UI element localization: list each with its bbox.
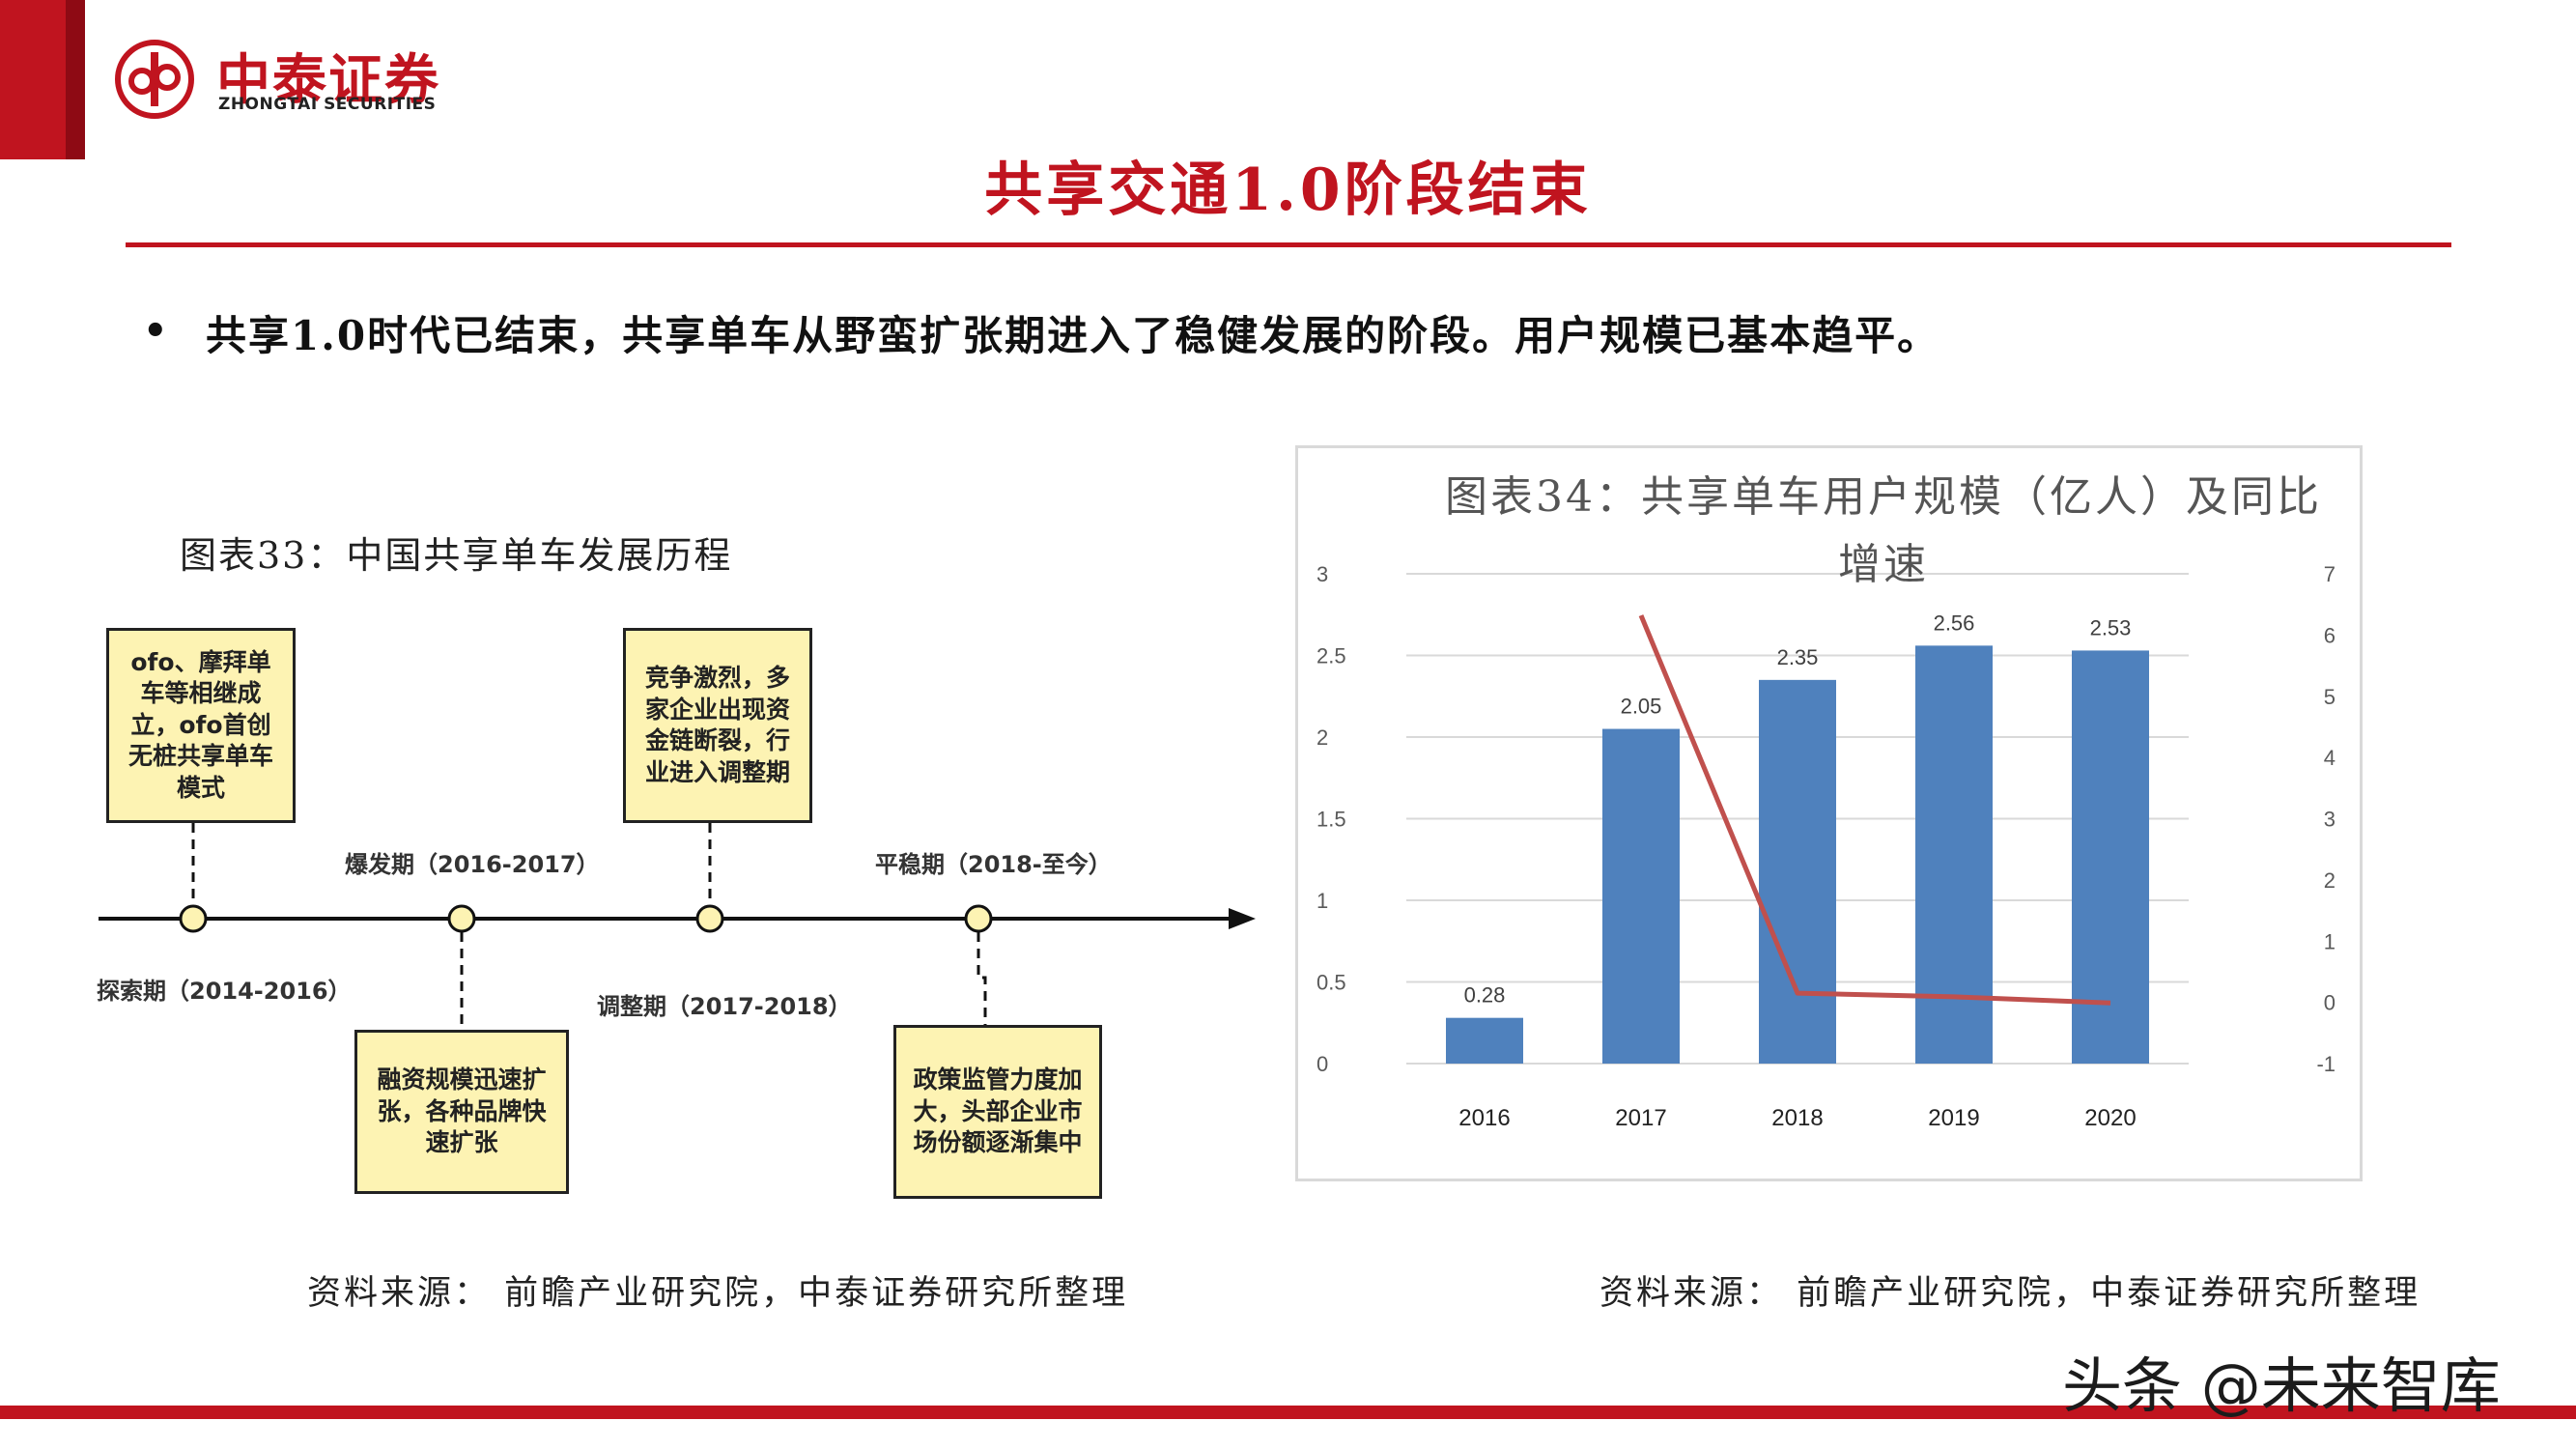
y-left-tick-label: 2.5	[1316, 644, 1346, 668]
bullet-icon: •	[143, 309, 168, 354]
y-right-tick-label: 0	[2324, 991, 2335, 1015]
x-tick-label: 2017	[1615, 1105, 1666, 1131]
bar-2020	[2072, 650, 2149, 1064]
timeline-diagram	[99, 823, 1256, 1030]
stage-4-description: 政策监管力度加大，头部企业市场份额逐渐集中	[893, 1025, 1102, 1199]
y-right-tick-label: 1	[2324, 929, 2335, 953]
bar-data-label: 2.05	[1621, 695, 1662, 719]
logo-english-name: ZHONGTAI SECURITIES	[218, 95, 437, 114]
footer-divider	[0, 1406, 2576, 1419]
stage-2-description: 融资规模迅速扩张，各种品牌快速扩张	[354, 1030, 569, 1194]
timeline-node-4	[964, 904, 993, 933]
y-left-tick-label: 0	[1316, 1052, 1328, 1076]
x-tick-label: 2018	[1771, 1105, 1823, 1131]
y-right-tick-label: 5	[2324, 685, 2335, 709]
page-title: 共享交通1.0阶段结束	[984, 156, 1592, 224]
bar-data-label: 2.53	[2090, 615, 2132, 639]
timeline-node-3	[695, 904, 724, 933]
stage-3-description: 竞争激烈，多家企业出现资金链断裂，行业进入调整期	[623, 628, 812, 823]
source-note-left: 资料来源： 前瞻产业研究院，中泰证券研究所整理	[307, 1274, 1129, 1313]
stage-1-label: 探索期（2014-2016）	[97, 978, 352, 1005]
bar-2018	[1759, 679, 1836, 1064]
y-right-tick-label: 4	[2324, 746, 2335, 770]
stage-2-label: 爆发期（2016-2017）	[345, 851, 600, 878]
y-left-tick-label: 1	[1316, 889, 1328, 913]
watermark: 头条 @未来智库	[2062, 1350, 2501, 1421]
y-right-tick-label: -1	[2316, 1052, 2335, 1076]
stage-4-label: 平稳期（2018-至今）	[875, 851, 1112, 878]
timeline-node-1	[179, 904, 208, 933]
y-left-tick-label: 3	[1316, 562, 1328, 586]
bar-data-label: 2.56	[1934, 611, 1975, 635]
logo-chinese-name: 中泰证券	[216, 49, 440, 112]
y-right-tick-label: 6	[2324, 623, 2335, 647]
timeline-arrow-icon	[1229, 908, 1256, 929]
x-tick-label: 2020	[2084, 1105, 2136, 1131]
timeline-connector-4	[977, 932, 987, 1025]
timeline-node-2	[447, 904, 476, 933]
timeline-caption: 图表33：中国共享单车发展历程	[180, 534, 733, 577]
bar-2016	[1446, 1017, 1523, 1064]
stage-3-label: 调整期（2017-2018）	[597, 993, 852, 1020]
summary-bullet: 共享1.0时代已结束，共享单车从野蛮扩张期进入了稳健发展的阶段。用户规模已基本趋…	[206, 312, 1940, 359]
y-right-tick-label: 3	[2324, 808, 2335, 832]
stage-1-description: ofo、摩拜单车等相继成立，ofo首创无桩共享单车模式	[106, 628, 296, 823]
bar-data-label: 0.28	[1464, 983, 1506, 1008]
growth-rate-line	[1638, 614, 2111, 1006]
zhongtai-logo-icon	[115, 40, 194, 119]
x-tick-label: 2016	[1458, 1105, 1510, 1131]
title-divider	[126, 242, 2451, 247]
bar-data-label: 2.35	[1777, 645, 1819, 669]
source-note-right: 资料来源： 前瞻产业研究院，中泰证券研究所整理	[1599, 1274, 2421, 1313]
y-left-tick-label: 0.5	[1316, 971, 1346, 995]
y-right-tick-label: 2	[2324, 868, 2335, 893]
chart-title: 图表34：共享单车用户规模（亿人）及同比增速	[1445, 472, 2322, 590]
bar-2019	[1915, 645, 1993, 1064]
header-red-tab	[0, 0, 85, 159]
bar-2017	[1602, 728, 1680, 1064]
y-left-tick-label: 1.5	[1316, 808, 1346, 832]
y-left-tick-label: 2	[1316, 725, 1328, 750]
x-tick-label: 2019	[1928, 1105, 1979, 1131]
y-right-tick-label: 7	[2324, 562, 2335, 586]
